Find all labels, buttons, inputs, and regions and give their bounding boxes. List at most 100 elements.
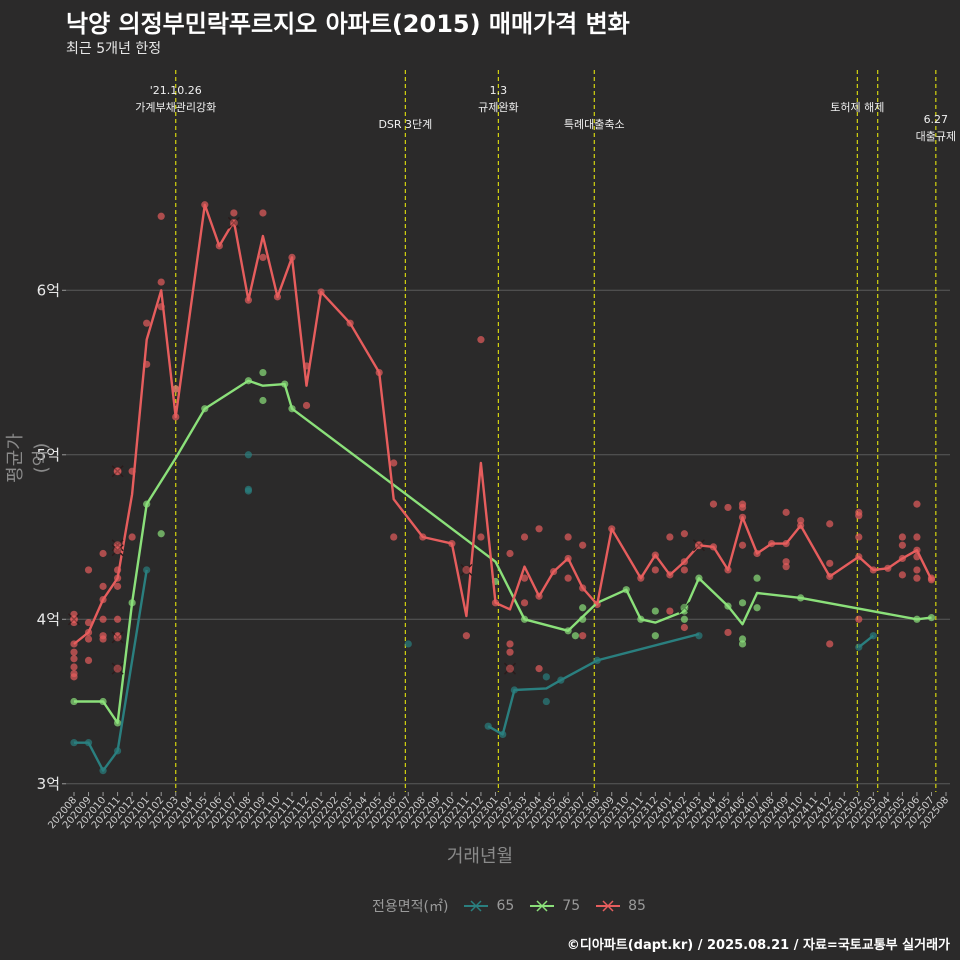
data-point-85 <box>913 533 921 541</box>
data-point-85 <box>230 209 238 217</box>
legend-item-65: 65 <box>462 898 514 914</box>
data-point-75 <box>259 368 267 377</box>
transaction-points <box>70 201 936 775</box>
y-axis-label: 평균가(억) <box>5 433 52 483</box>
data-point-75 <box>259 396 267 405</box>
data-point-75 <box>579 604 587 612</box>
data-point-75 <box>738 640 747 648</box>
legend-swatch-85 <box>596 900 621 912</box>
data-point-85 <box>826 640 834 648</box>
legend-item-85: 85 <box>594 898 646 914</box>
data-point-85 <box>651 566 659 574</box>
data-point-85 <box>564 574 572 582</box>
series-line-85 <box>73 203 933 645</box>
data-point-85 <box>70 655 78 663</box>
grid-lines <box>66 289 950 785</box>
cancelled-point-85 <box>113 664 122 673</box>
data-point-85 <box>520 599 529 607</box>
y-axis-ticks: 3억 4억 5억 6억 <box>37 281 66 793</box>
y-tick-label-4: 4억 <box>37 610 60 628</box>
event-label-6: 6.27 <box>924 113 949 126</box>
data-point-85 <box>84 618 93 627</box>
data-point-85 <box>99 635 107 643</box>
y-tick-label-3: 3억 <box>37 775 60 793</box>
cancelled-transaction-marks <box>68 216 705 675</box>
cancelled-point-85 <box>462 565 471 574</box>
data-point-85 <box>70 663 78 671</box>
data-point-85 <box>506 640 514 648</box>
data-point-85 <box>84 635 93 643</box>
data-point-85 <box>680 566 689 574</box>
data-point-85 <box>666 607 674 615</box>
data-point-85 <box>855 615 863 623</box>
cancelled-point-85 <box>506 664 514 673</box>
data-point-85 <box>738 541 747 549</box>
data-point-85 <box>70 673 78 681</box>
data-point-85 <box>709 500 718 508</box>
data-point-85 <box>724 628 732 637</box>
data-point-75 <box>571 632 580 640</box>
data-point-85 <box>826 520 834 528</box>
cancelled-point-85 <box>113 467 122 476</box>
data-point-85 <box>738 500 747 508</box>
legend-label-85: 85 <box>628 898 646 914</box>
data-point-85 <box>157 278 165 286</box>
data-point-85 <box>826 559 834 567</box>
data-point-85 <box>535 665 543 673</box>
series-line-75 <box>74 379 932 725</box>
data-point-85 <box>913 500 921 508</box>
legend-label-75: 75 <box>562 898 581 914</box>
data-point-85 <box>259 209 267 217</box>
data-point-65 <box>542 697 550 706</box>
data-point-85 <box>114 615 122 623</box>
data-point-65 <box>244 487 252 495</box>
y-tick-label-5: 5억 <box>37 446 60 464</box>
cancelled-point-85 <box>229 218 238 227</box>
data-point-75 <box>651 607 659 615</box>
data-point-75 <box>157 530 165 538</box>
data-point-85 <box>579 632 587 640</box>
x-axis-label: 거래년월 <box>446 846 514 867</box>
data-point-75 <box>680 615 689 623</box>
policy-event-lines <box>175 70 937 792</box>
legend: 전용면적(㎡) 65 75 85 <box>372 896 646 916</box>
data-point-85 <box>520 533 529 541</box>
source-caption: ©디아파트(dapt.kr) / 2025.08.21 / 자료=국토교통부 실… <box>566 938 950 953</box>
data-point-85 <box>520 574 529 582</box>
data-point-75 <box>738 599 747 607</box>
data-point-85 <box>259 253 267 261</box>
event-label-0: '21.10.26 <box>150 84 202 97</box>
data-point-85 <box>70 648 78 656</box>
data-point-85 <box>477 533 485 541</box>
data-point-85 <box>913 566 921 574</box>
data-point-85 <box>506 549 514 558</box>
cancelled-point-85 <box>70 615 78 624</box>
legend-swatch-75 <box>530 900 555 912</box>
page-title: 낙양 의정부민락푸르지오 아파트(2015) 매매가격 변화 <box>66 10 630 38</box>
data-point-75 <box>651 632 659 640</box>
cancelled-point-75 <box>680 603 689 612</box>
event-label-1: DSR 3단계 <box>378 118 432 131</box>
data-point-85 <box>782 563 790 571</box>
data-point-85 <box>782 558 790 566</box>
data-point-85 <box>462 632 470 640</box>
event-label-2: 1.3 <box>490 84 508 97</box>
data-point-85 <box>302 401 311 410</box>
data-point-85 <box>666 533 674 541</box>
data-point-85 <box>390 459 398 467</box>
data-point-85 <box>855 512 863 520</box>
data-point-75 <box>753 604 761 612</box>
y-tick-label-6: 6억 <box>37 281 60 299</box>
event-label-4: 토허제 해제 <box>830 100 884 114</box>
data-point-85 <box>898 541 907 549</box>
data-point-85 <box>724 503 732 512</box>
legend-item-75: 75 <box>528 898 580 914</box>
data-point-85 <box>680 623 689 632</box>
cancelled-point-85 <box>113 633 122 642</box>
data-point-65 <box>244 451 252 459</box>
data-point-85 <box>564 533 572 541</box>
event-label-3: 특례대출축소 <box>564 118 625 131</box>
data-point-85 <box>143 319 151 327</box>
